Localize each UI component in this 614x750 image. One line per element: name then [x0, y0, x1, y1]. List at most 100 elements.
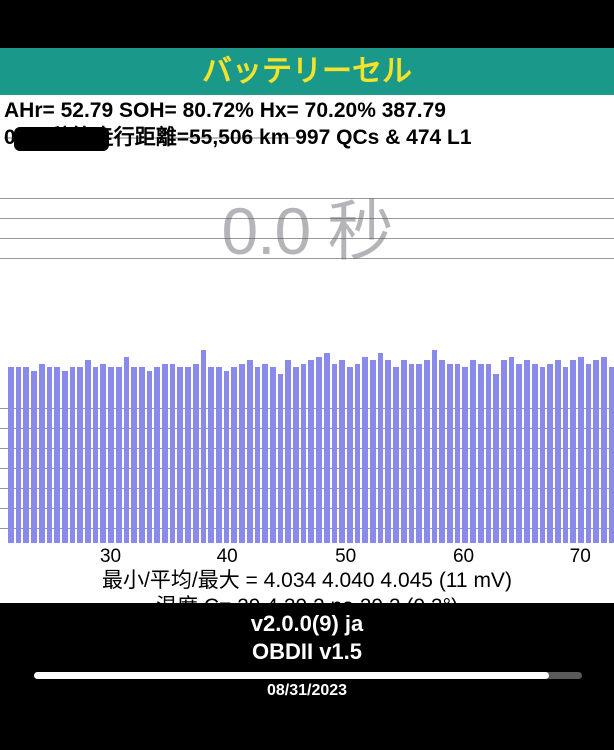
x-tick: 70	[570, 546, 591, 568]
bars-container	[8, 198, 614, 543]
cell-bar	[409, 364, 415, 543]
x-axis: 30 40 50 60 70	[0, 546, 614, 568]
cell-bar	[208, 367, 214, 543]
cell-bar	[62, 371, 68, 544]
cell-bar	[478, 364, 484, 543]
cell-bar	[547, 364, 553, 543]
cell-bar	[216, 367, 222, 543]
cell-bar	[247, 360, 253, 543]
cell-bar	[586, 364, 592, 543]
cell-bar	[108, 367, 114, 543]
soh-label: SOH=	[113, 99, 182, 122]
cell-bar	[393, 367, 399, 543]
stats-line-1: AHr= 52.79 SOH= 80.72% Hx= 70.20% 387.79	[4, 97, 614, 124]
cell-bar	[23, 367, 29, 543]
minavgmax-line: 最小/平均/最大 = 4.034 4.040 4.045 (11 mV)	[0, 568, 614, 594]
x-tick: 50	[335, 546, 356, 568]
obd-version: OBDII v1.5	[0, 638, 614, 666]
cell-bar	[77, 367, 83, 543]
cell-bar	[532, 364, 538, 543]
cell-bar	[563, 367, 569, 543]
cell-bar	[447, 364, 453, 543]
cell-bar	[385, 360, 391, 543]
cell-bar	[601, 357, 607, 543]
cell-bar	[301, 364, 307, 543]
cell-bar	[100, 364, 106, 543]
cell-bar	[270, 367, 276, 543]
cell-bar	[70, 367, 76, 543]
cell-bar	[509, 357, 515, 543]
cell-bar	[285, 360, 291, 543]
redaction-mark	[14, 127, 109, 151]
ahr-value: 52.79	[61, 99, 114, 122]
cell-bar	[147, 371, 153, 544]
x-tick: 60	[453, 546, 474, 568]
cell-bar	[339, 360, 345, 543]
cell-bar	[570, 360, 576, 543]
cell-bar	[493, 374, 499, 543]
footer-date: 08/31/2023	[0, 682, 614, 700]
cell-bar	[555, 360, 561, 543]
cell-bar	[540, 367, 546, 543]
cell-bar	[224, 371, 230, 544]
app-version: v2.0.0(9) ja	[0, 610, 614, 638]
footer: v2.0.0(9) ja OBDII v1.5	[0, 610, 614, 665]
cell-bar	[462, 367, 468, 543]
cell-bar	[201, 350, 207, 543]
odo-unit: km	[253, 126, 295, 149]
cell-bar	[578, 357, 584, 543]
ahr-label: AHr=	[4, 99, 61, 122]
minavgmax-value: 4.034 4.040 4.045 (11 mV)	[264, 569, 512, 592]
cell-bar	[524, 360, 530, 543]
header-title: バッテリーセル	[202, 55, 412, 88]
cell-bar	[39, 364, 45, 543]
cell-bar	[316, 357, 322, 543]
cell-bar	[416, 364, 422, 543]
minavgmax-label: 最小/平均/最大 =	[102, 569, 264, 592]
cell-bar	[278, 374, 284, 543]
cell-bar	[470, 360, 476, 543]
cell-bar	[231, 367, 237, 543]
cell-bar	[116, 367, 122, 543]
soh-value: 80.72%	[183, 99, 254, 122]
cell-bar	[308, 360, 314, 543]
cell-bar	[239, 364, 245, 543]
cell-bar	[324, 353, 330, 543]
cell-bar	[355, 364, 361, 543]
cell-bar	[593, 360, 599, 543]
cell-bar	[139, 367, 145, 543]
hx-value: 70.20%	[305, 99, 376, 122]
cell-bar	[31, 371, 37, 544]
cell-bar	[54, 367, 60, 543]
cell-bar	[516, 364, 522, 543]
cell-bar	[486, 364, 492, 543]
cell-bar	[332, 364, 338, 543]
qc-value: 997 QCs & 474 L1	[295, 124, 471, 151]
cell-bar	[255, 367, 261, 543]
cell-voltage-chart	[0, 198, 614, 543]
cell-bar	[455, 364, 461, 543]
cell-bar	[193, 364, 199, 543]
cell-bar	[85, 360, 91, 543]
cell-bar	[131, 367, 137, 543]
cell-bar	[362, 357, 368, 543]
x-tick: 30	[100, 546, 121, 568]
cell-bar	[370, 360, 376, 543]
cell-bar	[170, 364, 176, 543]
cell-bar	[293, 367, 299, 543]
cell-bar	[347, 367, 353, 543]
cell-bar	[424, 360, 430, 543]
cell-bar	[124, 357, 130, 543]
stats-trailing: 387.79	[376, 99, 446, 122]
cell-bar	[47, 367, 53, 543]
cell-bar	[185, 367, 191, 543]
cell-bar	[8, 367, 14, 543]
progress-bar[interactable]	[34, 672, 582, 679]
cell-bar	[501, 360, 507, 543]
cell-bar	[378, 353, 384, 543]
cell-bar	[401, 360, 407, 543]
cell-bar	[439, 360, 445, 543]
x-tick: 40	[217, 546, 238, 568]
hx-label: Hx=	[254, 99, 305, 122]
cell-bar	[609, 367, 614, 543]
